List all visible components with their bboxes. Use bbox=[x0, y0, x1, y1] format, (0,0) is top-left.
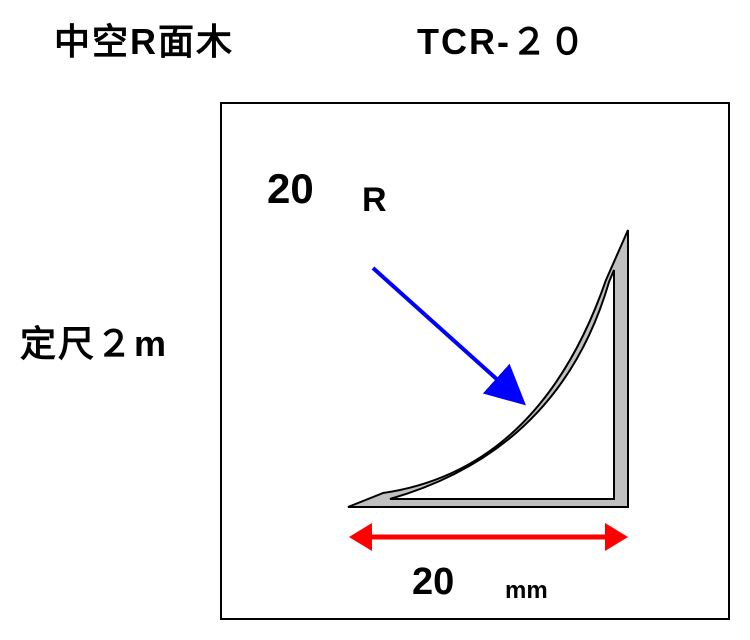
width-dimension-arrow bbox=[349, 523, 628, 551]
radius-arrow bbox=[371, 266, 526, 406]
radius-unit: R bbox=[362, 181, 387, 219]
width-value: 20 bbox=[412, 561, 455, 603]
product-code: TCR-２０ bbox=[417, 21, 587, 62]
radius-value: 20 bbox=[267, 165, 314, 212]
diagram-frame bbox=[220, 102, 730, 620]
product-name: 中空R面木 bbox=[54, 21, 234, 62]
standard-length-label: 定尺２m bbox=[20, 323, 169, 364]
width-unit: mm bbox=[505, 577, 548, 604]
corner-profile-shape bbox=[347, 229, 629, 508]
